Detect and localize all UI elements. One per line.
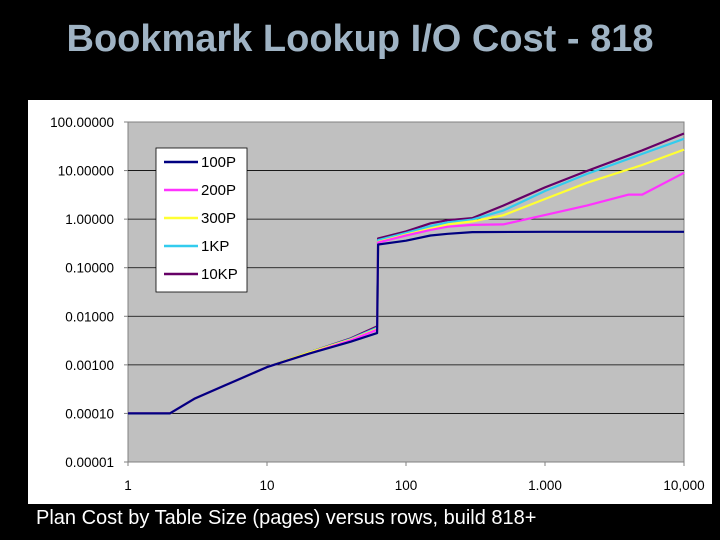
legend-label-300p: 300P	[201, 210, 236, 227]
slide-title: Bookmark Lookup I/O Cost - 818	[66, 18, 654, 60]
y-tick-label: 10.00000	[58, 164, 114, 179]
chart-panel: 100.00000 10.00000 1.00000 0.10000 0.01000 0.…	[28, 100, 712, 504]
x-tick-label: 100	[395, 478, 418, 493]
x-axis-ticks: 1 10 100 1.000 10,000	[124, 462, 705, 493]
series-lines	[128, 132, 685, 415]
legend-label-1kp: 1KP	[201, 238, 229, 255]
y-axis-ticks: 100.00000 10.00000 1.00000 0.10000 0.01000 0.…	[50, 115, 128, 470]
legend-label-100p: 100P	[201, 154, 236, 171]
legend-box	[155, 147, 248, 293]
legend-label-10kp: 10KP	[201, 266, 238, 283]
legend-label-200p: 200P	[201, 182, 236, 199]
y-tick-label: 0.00001	[65, 455, 114, 470]
y-tick-label: 1.00000	[65, 212, 114, 227]
y-tick-label: 0.10000	[65, 261, 114, 276]
x-tick-label: 10	[259, 478, 274, 493]
series-line-100p	[128, 230, 684, 415]
y-tick-label: 0.01000	[65, 309, 114, 324]
legend: 100P 200P 300P 1KP 10KP	[155, 147, 248, 293]
y-tick-label: 0.00010	[65, 406, 114, 421]
x-tick-label: 10,000	[663, 478, 704, 493]
x-tick-label: 1	[124, 478, 132, 493]
slide-caption: Plan Cost by Table Size (pages) versus r…	[36, 507, 537, 529]
y-tick-label: 0.00100	[65, 358, 114, 373]
x-tick-label: 1.000	[528, 478, 562, 493]
line-chart: 100.00000 10.00000 1.00000 0.10000 0.01000 0.…	[50, 115, 705, 493]
y-tick-label: 100.00000	[50, 115, 114, 130]
